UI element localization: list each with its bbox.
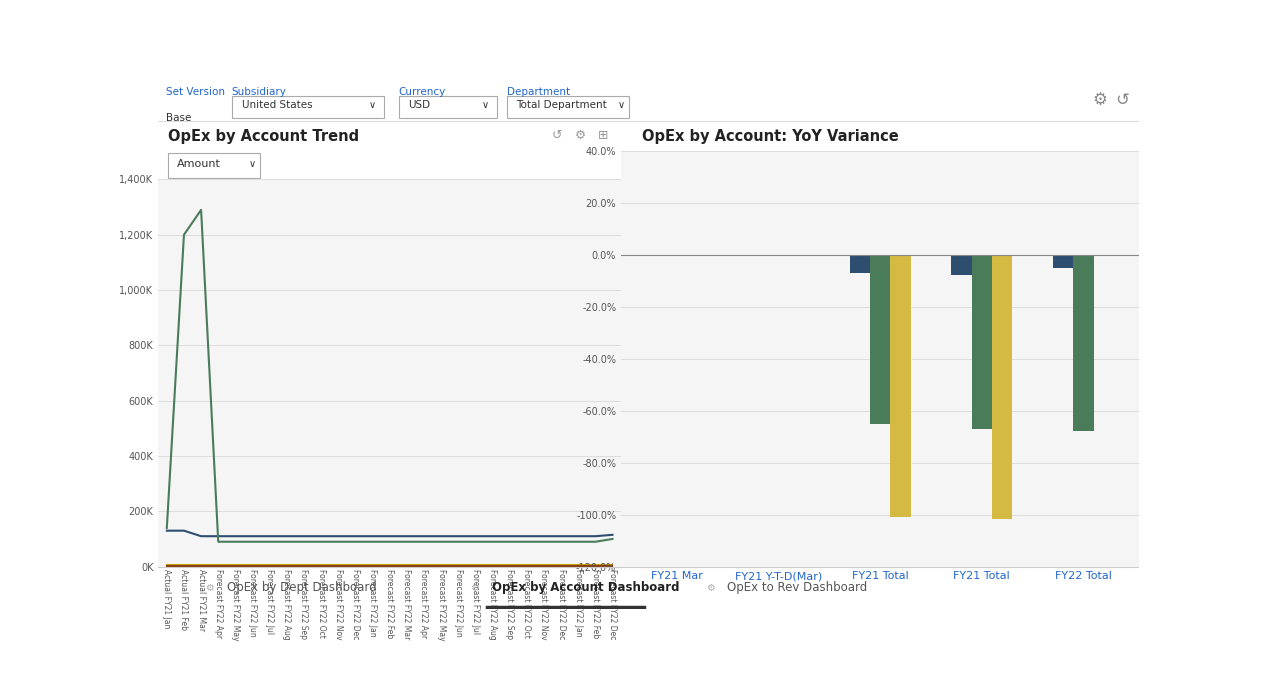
Text: ⚙: ⚙ [205, 583, 214, 593]
Text: ⚙: ⚙ [1093, 91, 1108, 109]
FancyBboxPatch shape [506, 96, 629, 118]
Text: ∨: ∨ [482, 100, 489, 110]
Text: Total Department: Total Department [517, 100, 608, 110]
Text: Department: Department [506, 87, 570, 97]
Bar [1053, 254, 1074, 267]
Text: United States: United States [242, 100, 313, 110]
Text: Set Version: Set Version [166, 87, 225, 97]
Bar [890, 254, 910, 517]
FancyBboxPatch shape [167, 153, 260, 178]
Text: ∨: ∨ [370, 100, 376, 110]
Text: OpEx by Dept Dashboard: OpEx by Dept Dashboard [227, 581, 376, 594]
FancyBboxPatch shape [399, 96, 496, 118]
Text: Subsidiary: Subsidiary [232, 87, 286, 97]
Bar [951, 254, 972, 276]
Text: ∨: ∨ [618, 100, 624, 110]
Text: ∨: ∨ [248, 159, 256, 168]
Legend: Total 6050 -
Selling
Expenses, Total 6100 -
G&A
Expenses, Total 6800 -
Depreciat: Total 6050 - Selling Expenses, Total 610… [724, 184, 812, 359]
Text: Currency: Currency [399, 87, 446, 97]
Text: OpEx by Account: YoY Variance: OpEx by Account: YoY Variance [642, 129, 899, 144]
Text: ⚙: ⚙ [705, 583, 714, 593]
Text: ⊞: ⊞ [598, 129, 609, 142]
FancyBboxPatch shape [232, 96, 384, 118]
Text: ⚙: ⚙ [575, 129, 586, 142]
Bar [993, 254, 1013, 518]
Text: OpEx to Rev Dashboard: OpEx to Rev Dashboard [727, 581, 867, 594]
Text: Amount: Amount [177, 159, 220, 168]
Text: ⚙: ⚙ [470, 583, 479, 593]
Text: ↺: ↺ [552, 129, 562, 142]
Text: Base: Base [166, 113, 191, 123]
Text: OpEx by Account Trend: OpEx by Account Trend [167, 129, 358, 144]
Bar [972, 254, 993, 429]
Bar [1074, 254, 1094, 432]
Bar [870, 254, 890, 423]
Bar [849, 254, 870, 273]
Text: USD: USD [409, 100, 430, 110]
Text: ↺: ↺ [1115, 91, 1129, 109]
Text: OpEx by Account Dashboard: OpEx by Account Dashboard [492, 581, 680, 594]
